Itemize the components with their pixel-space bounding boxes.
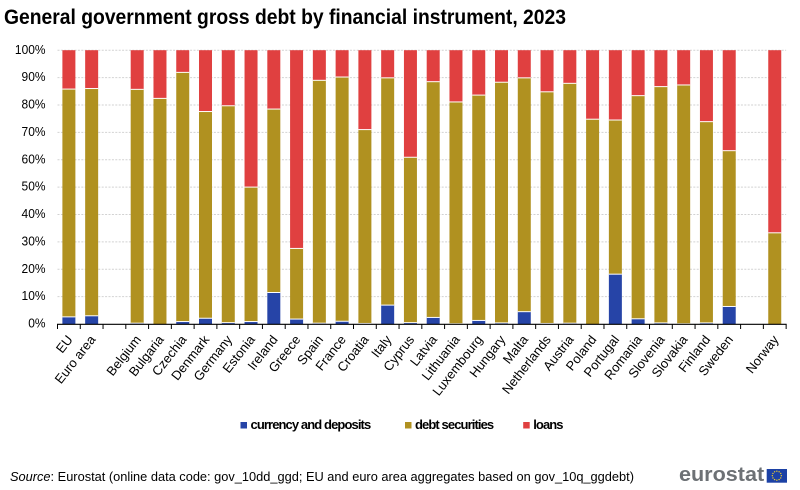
svg-text:20%: 20% bbox=[22, 261, 46, 276]
svg-text:60%: 60% bbox=[22, 152, 46, 167]
svg-text:30%: 30% bbox=[22, 234, 46, 249]
svg-text:General government gross debt: General government gross debt by financi… bbox=[4, 6, 566, 29]
svg-text:90%: 90% bbox=[22, 70, 46, 85]
svg-text:70%: 70% bbox=[22, 124, 46, 139]
svg-text:40%: 40% bbox=[22, 207, 46, 222]
svg-text:100%: 100% bbox=[15, 42, 46, 57]
svg-text:loans: loans bbox=[533, 417, 563, 432]
svg-text:0%: 0% bbox=[28, 316, 45, 331]
svg-text:80%: 80% bbox=[22, 97, 46, 112]
svg-text:Source: Eurostat (online data: Source: Eurostat (online data code: gov_… bbox=[10, 469, 634, 484]
svg-text:50%: 50% bbox=[22, 179, 46, 194]
svg-text:10%: 10% bbox=[22, 289, 46, 304]
svg-text:eurostat: eurostat bbox=[679, 464, 764, 486]
svg-text:currency and deposits: currency and deposits bbox=[251, 417, 371, 432]
svg-text:debt securities: debt securities bbox=[415, 417, 494, 432]
